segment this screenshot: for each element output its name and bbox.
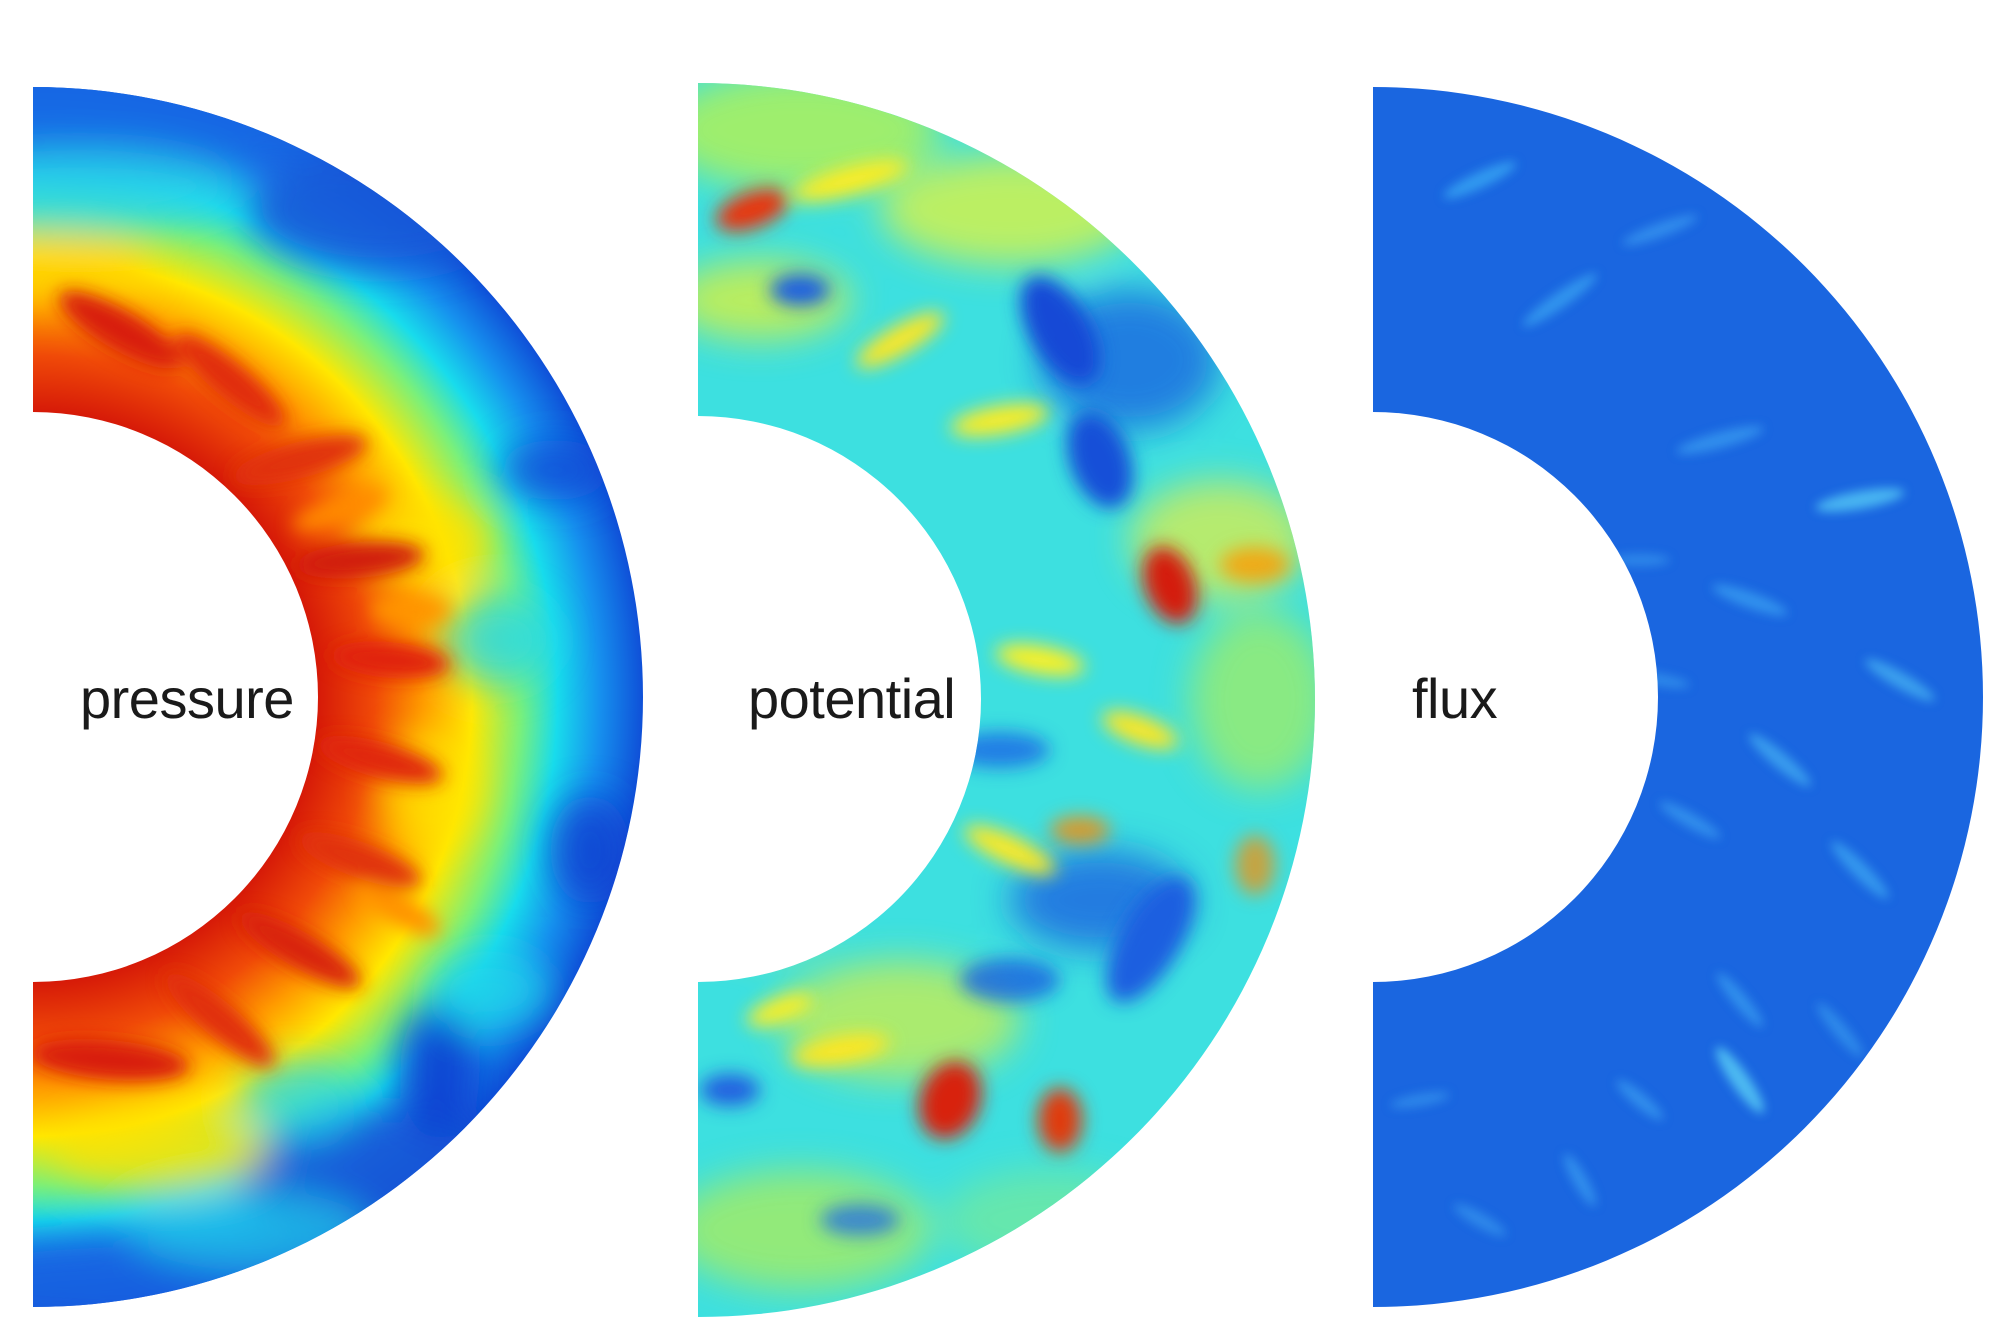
flux-label: flux: [1412, 667, 1498, 730]
pressure-fingers: [33, 290, 450, 1082]
pressure-label: pressure: [80, 667, 294, 730]
potential-small-structures: [700, 159, 1290, 1236]
flux-streaks: [1390, 161, 1935, 1237]
potential-label: potential: [748, 667, 955, 730]
